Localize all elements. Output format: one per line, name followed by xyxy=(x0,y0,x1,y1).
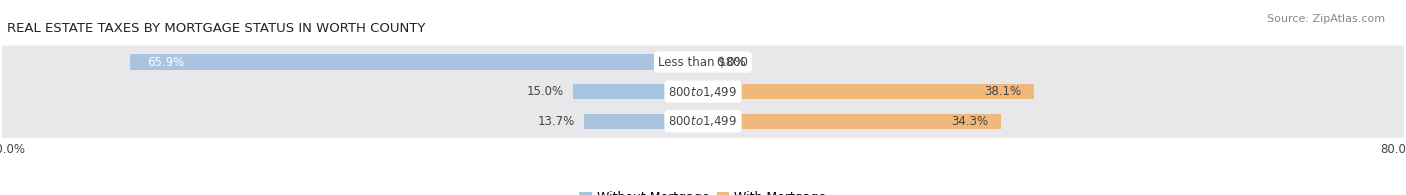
Text: Less than $800: Less than $800 xyxy=(658,56,748,69)
FancyBboxPatch shape xyxy=(1,105,1405,138)
FancyBboxPatch shape xyxy=(1,75,1405,108)
Text: $800 to $1,499: $800 to $1,499 xyxy=(668,114,738,128)
Text: 38.1%: 38.1% xyxy=(984,85,1021,98)
Text: REAL ESTATE TAXES BY MORTGAGE STATUS IN WORTH COUNTY: REAL ESTATE TAXES BY MORTGAGE STATUS IN … xyxy=(7,22,426,35)
Bar xyxy=(583,113,703,129)
Text: 65.9%: 65.9% xyxy=(148,56,184,69)
Text: $800 to $1,499: $800 to $1,499 xyxy=(668,85,738,99)
Text: 0.0%: 0.0% xyxy=(716,56,745,69)
FancyBboxPatch shape xyxy=(1,46,1405,79)
Text: 13.7%: 13.7% xyxy=(538,115,575,128)
Bar xyxy=(703,113,1001,129)
Text: 15.0%: 15.0% xyxy=(527,85,564,98)
Bar xyxy=(703,84,1035,99)
Text: 34.3%: 34.3% xyxy=(952,115,988,128)
Text: Source: ZipAtlas.com: Source: ZipAtlas.com xyxy=(1267,14,1385,24)
Legend: Without Mortgage, With Mortgage: Without Mortgage, With Mortgage xyxy=(579,191,827,195)
Bar xyxy=(572,84,703,99)
Bar xyxy=(129,54,703,70)
